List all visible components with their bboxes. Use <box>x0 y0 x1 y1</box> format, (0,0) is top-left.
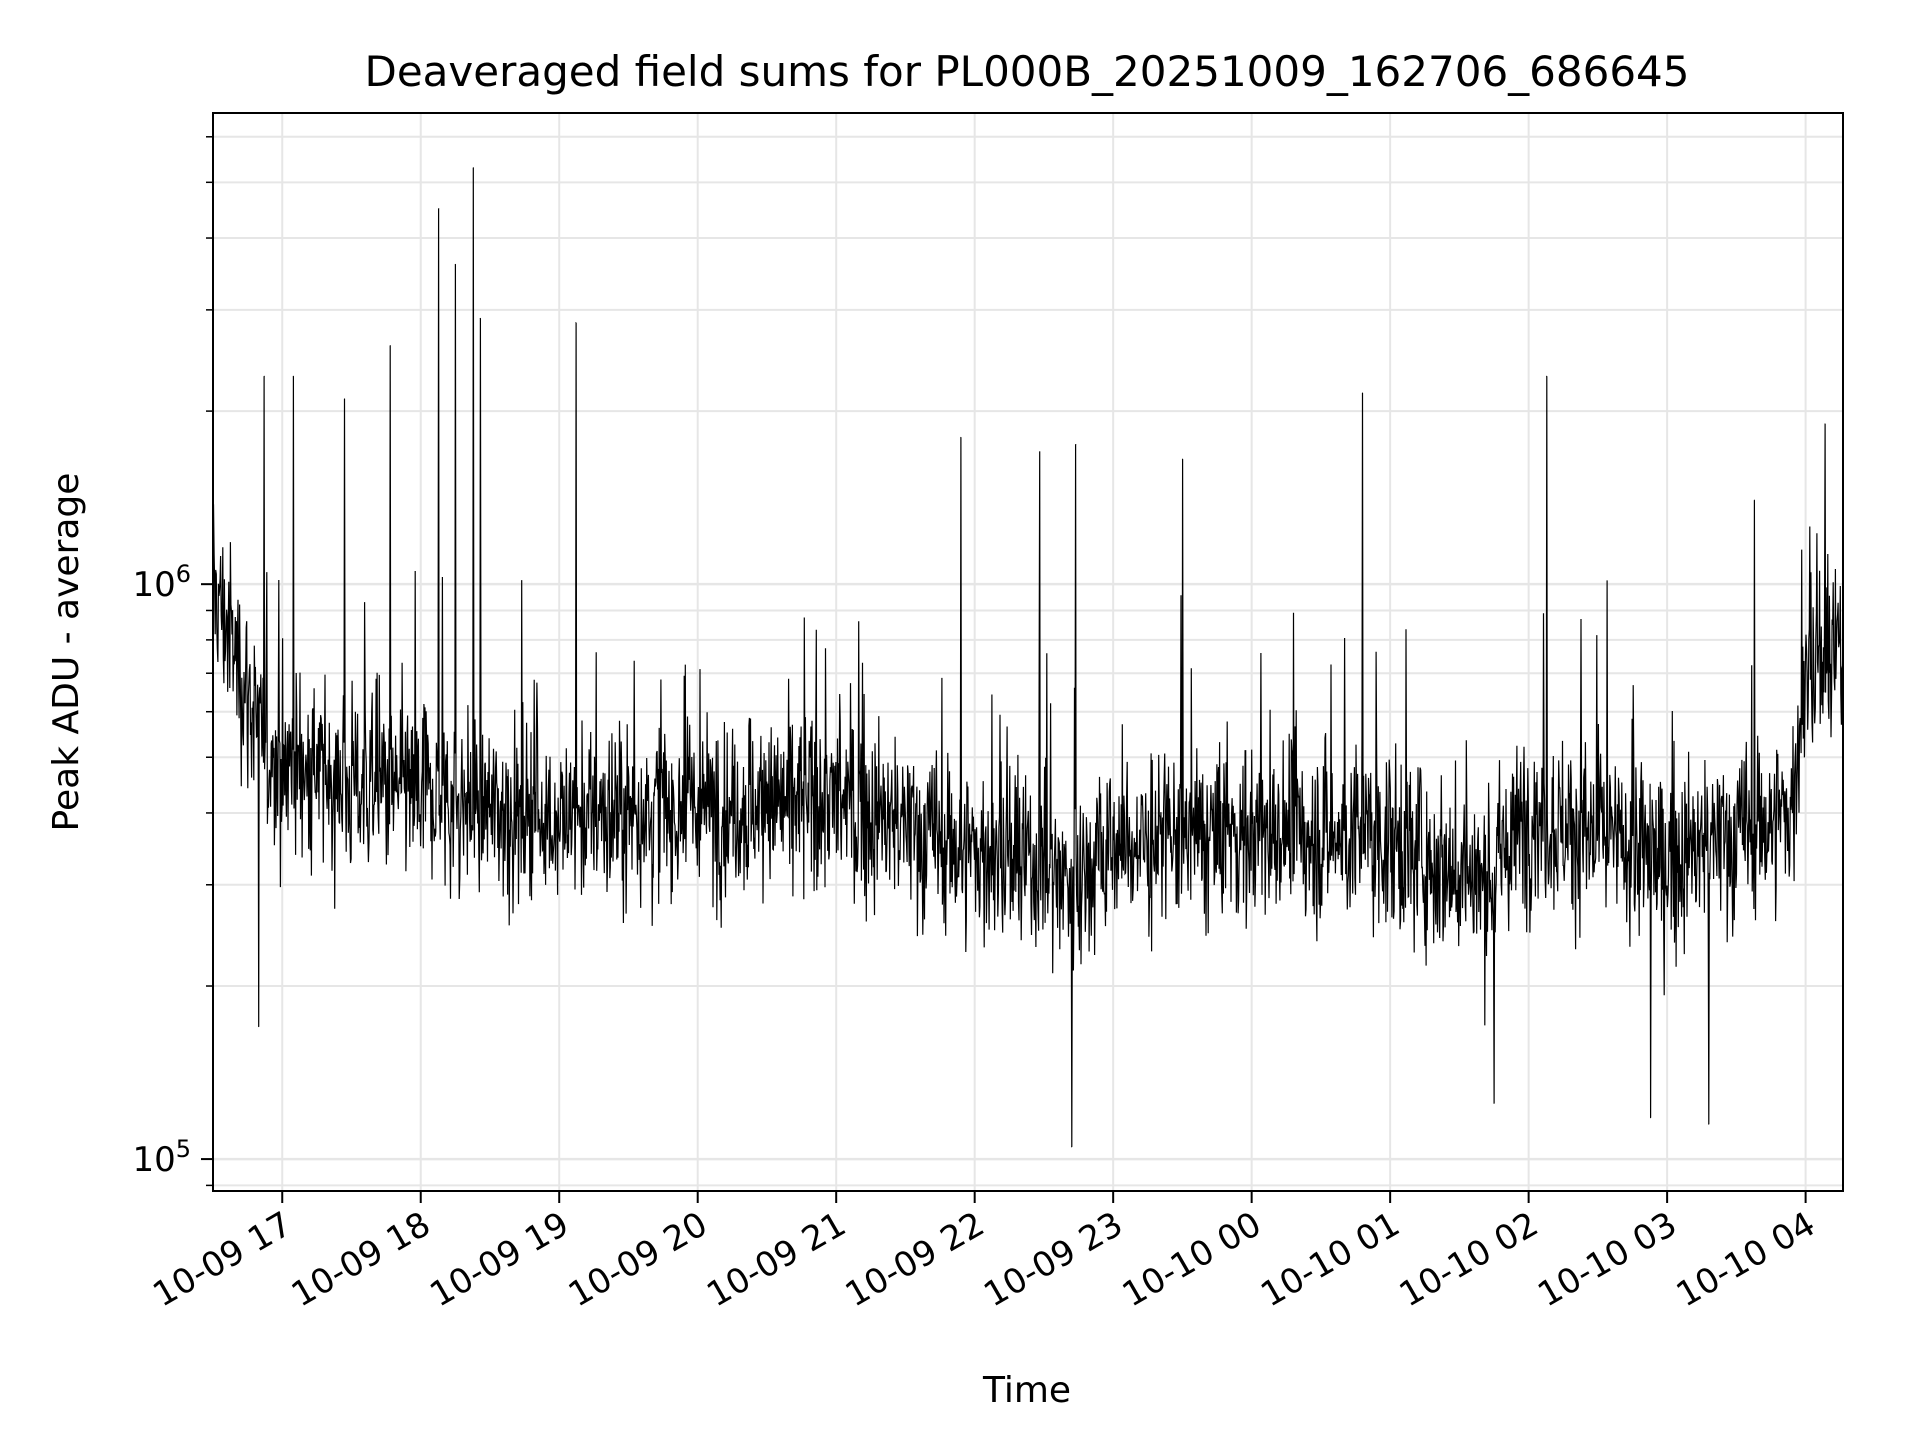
series-path <box>212 167 1844 1147</box>
x-tick-label: 10-10 00 <box>1116 1204 1268 1315</box>
x-tick-label: 10-09 19 <box>423 1204 575 1315</box>
x-tick-label: 10-10 02 <box>1393 1204 1545 1315</box>
spike-point <box>438 208 440 210</box>
spike-point <box>454 263 456 265</box>
spike-point <box>389 345 391 347</box>
spike-point <box>960 436 962 438</box>
grid <box>213 113 1843 1191</box>
dip-point <box>1493 1102 1495 1104</box>
dip-point <box>258 1026 260 1028</box>
y-axis: 105 106 <box>132 136 213 1187</box>
x-tick-label: 10-09 21 <box>700 1204 852 1315</box>
spike-point <box>344 398 346 400</box>
x-tick-label: 10-10 04 <box>1670 1204 1822 1315</box>
spike-point <box>1824 423 1826 425</box>
x-tick-label: 10-10 01 <box>1254 1204 1406 1315</box>
x-axis-label: Time <box>982 1370 1071 1411</box>
spike-point <box>1753 499 1755 501</box>
spike-point <box>479 317 481 319</box>
series-line <box>212 167 1844 1148</box>
spike-point <box>1546 375 1548 377</box>
x-tick-label: 10-09 22 <box>839 1204 991 1315</box>
x-tick-label: 10-09 18 <box>285 1204 437 1315</box>
spike-point <box>1181 458 1183 460</box>
x-tick-label: 10-10 03 <box>1531 1204 1683 1315</box>
spike-point <box>1039 451 1041 453</box>
dip-point <box>1071 1146 1073 1148</box>
dip-point <box>1650 1117 1652 1119</box>
spike-point <box>1075 443 1077 445</box>
spike-point <box>472 167 474 169</box>
x-tick-label: 10-09 20 <box>562 1204 714 1315</box>
plot-frame <box>212 112 1844 1192</box>
dip-point <box>1708 1123 1710 1125</box>
x-tick-label: 10-09 17 <box>146 1204 298 1315</box>
x-tick-label: 10-09 23 <box>977 1204 1129 1315</box>
spike-point <box>575 322 577 324</box>
spike-point <box>263 375 265 377</box>
y-tick-label: 105 <box>132 1135 191 1180</box>
y-axis-label: Peak ADU - average <box>46 473 87 832</box>
spike-point <box>1361 392 1363 394</box>
y-tick-label: 106 <box>132 560 191 605</box>
chart-title: Deaveraged field sums for PL000B_2025100… <box>365 47 1690 96</box>
spike-point <box>292 375 294 377</box>
